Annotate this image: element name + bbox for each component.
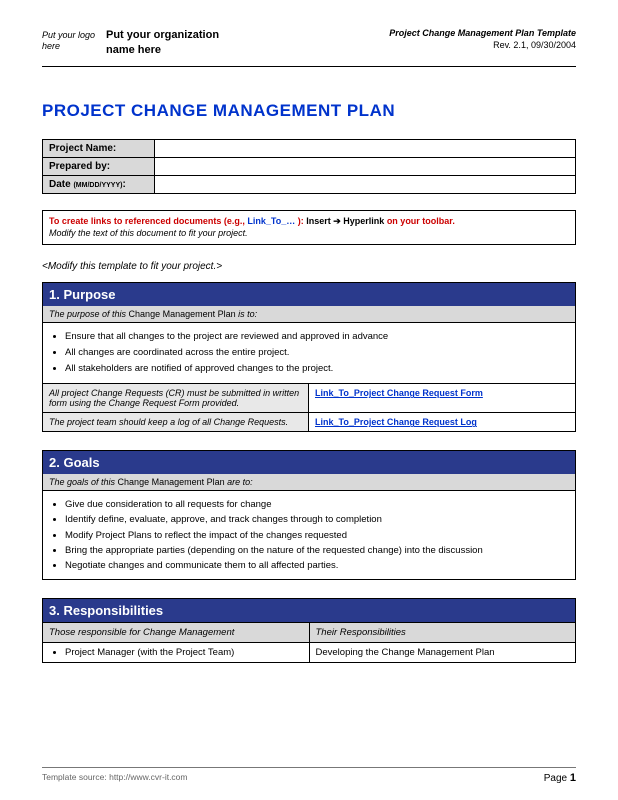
- purpose-bullets: Ensure that all changes to the project a…: [42, 323, 576, 384]
- doc-revision: Rev. 2.1, 09/30/2004: [389, 40, 576, 52]
- link-change-request-form[interactable]: Link_To_Project Change Request Form: [315, 388, 483, 398]
- goals-bullet: Bring the appropriate parties (depending…: [65, 543, 569, 558]
- doc-template-title: Project Change Management Plan Template: [389, 28, 576, 40]
- instruction-line1: To create links to referenced documents …: [49, 215, 569, 228]
- goals-heading: 2. Goals: [42, 450, 576, 474]
- resp-row-cell: Developing the Change Management Plan: [309, 643, 576, 663]
- value-date: [155, 175, 576, 193]
- project-info-table: Project Name: Prepared by: Date (MM/DD/Y…: [42, 139, 576, 194]
- resp-col2-header: Their Responsibilities: [309, 623, 576, 643]
- label-date: Date (MM/DD/YYYY):: [43, 175, 155, 193]
- document-title: PROJECT CHANGE MANAGEMENT PLAN: [42, 101, 576, 121]
- footer-source: Template source: http://www.cvr-it.com: [42, 772, 544, 784]
- page-footer: Template source: http://www.cvr-it.com P…: [42, 767, 576, 784]
- purpose-link-row: The project team should keep a log of al…: [42, 413, 576, 432]
- purpose-subtitle: The purpose of this Change Management Pl…: [42, 306, 576, 323]
- section-responsibilities: 3. Responsibilities Those responsible fo…: [42, 598, 576, 663]
- resp-pm: Project Manager (with the Project Team): [65, 647, 303, 658]
- purpose-heading: 1. Purpose: [42, 282, 576, 306]
- purpose-bullet: Ensure that all changes to the project a…: [65, 329, 569, 345]
- logo-placeholder: Put your logo here: [42, 28, 98, 52]
- resp-table: Those responsible for Change Management …: [42, 622, 576, 663]
- goals-bullets: Give due consideration to all requests f…: [42, 491, 576, 580]
- link-change-request-log[interactable]: Link_To_Project Change Request Log: [315, 417, 477, 427]
- goals-bullet: Negotiate changes and communicate them t…: [65, 558, 569, 573]
- label-prepared-by: Prepared by:: [43, 157, 155, 175]
- resp-row-cell: Project Manager (with the Project Team): [43, 643, 310, 663]
- resp-col1-header: Those responsible for Change Management: [43, 623, 310, 643]
- purpose-bullet: All stakeholders are notified of approve…: [65, 361, 569, 377]
- footer-page: Page 1: [544, 772, 576, 784]
- purpose-row2-text: The project team should keep a log of al…: [43, 413, 309, 431]
- section-goals: 2. Goals The goals of this Change Manage…: [42, 450, 576, 580]
- purpose-link-row: All project Change Requests (CR) must be…: [42, 384, 576, 413]
- goals-subtitle: The goals of this Change Management Plan…: [42, 474, 576, 491]
- instruction-line2: Modify the text of this document to fit …: [49, 227, 569, 240]
- modify-note: <Modify this template to fit your projec…: [42, 261, 576, 272]
- page-header: Put your logo here Put your organization…: [42, 28, 576, 67]
- value-project-name: [155, 139, 576, 157]
- purpose-bullet: All changes are coordinated across the e…: [65, 345, 569, 361]
- goals-bullet: Modify Project Plans to reflect the impa…: [65, 528, 569, 543]
- doc-meta: Project Change Management Plan Template …: [389, 28, 576, 51]
- section-purpose: 1. Purpose The purpose of this Change Ma…: [42, 282, 576, 432]
- value-prepared-by: [155, 157, 576, 175]
- org-placeholder: Put your organization name here: [106, 28, 236, 58]
- label-project-name: Project Name:: [43, 139, 155, 157]
- instruction-box: To create links to referenced documents …: [42, 210, 576, 245]
- goals-bullet: Give due consideration to all requests f…: [65, 497, 569, 512]
- resp-heading: 3. Responsibilities: [42, 598, 576, 622]
- purpose-row1-text: All project Change Requests (CR) must be…: [43, 384, 309, 412]
- goals-bullet: Identify define, evaluate, approve, and …: [65, 512, 569, 527]
